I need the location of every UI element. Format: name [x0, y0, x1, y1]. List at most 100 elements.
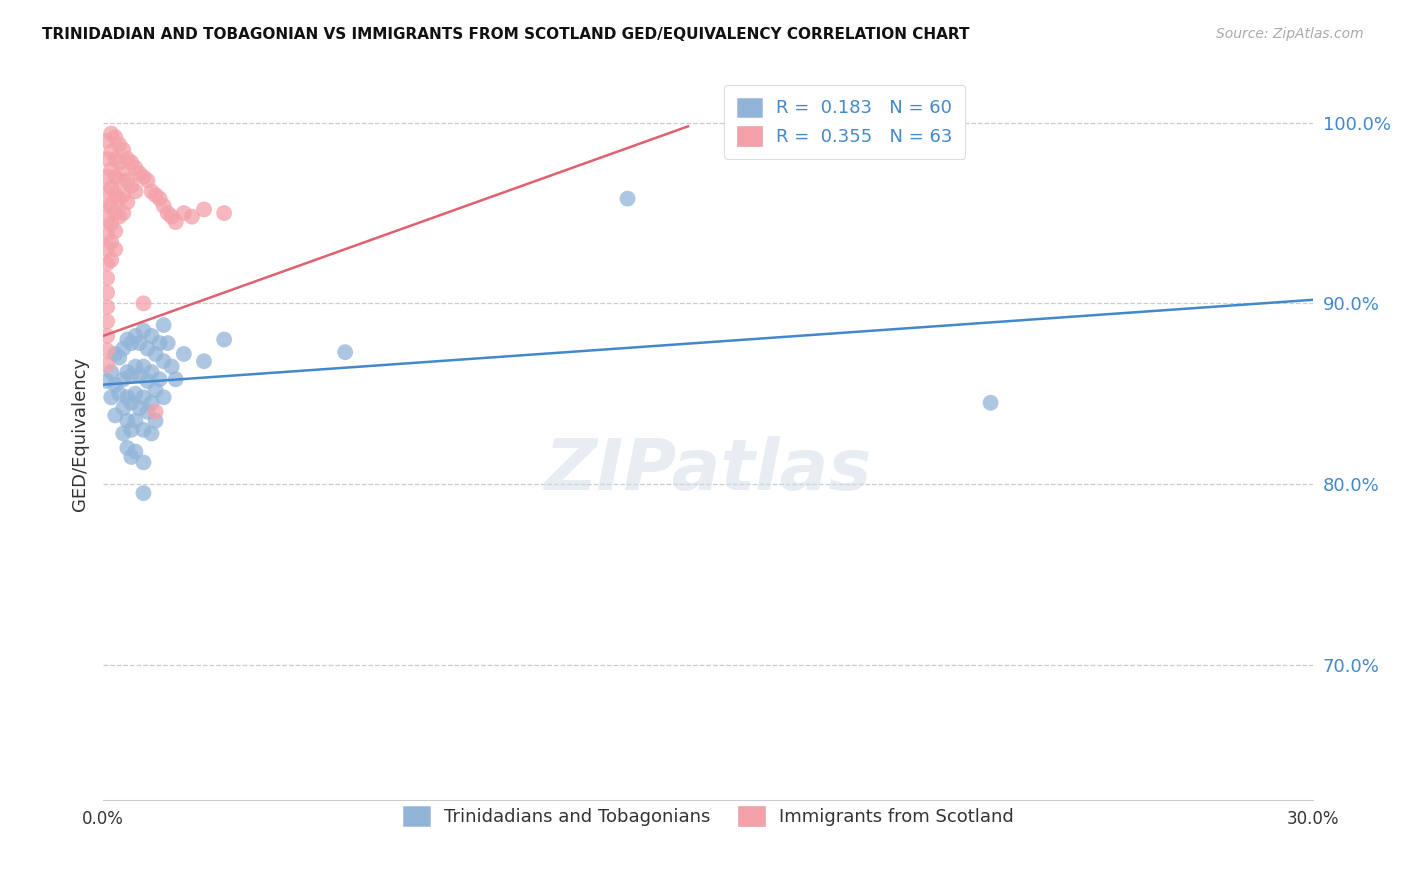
Point: [96, 271, 118, 285]
Point: [100, 145, 122, 159]
Point: [96, 314, 118, 328]
Point: [104, 224, 127, 238]
Point: [193, 354, 215, 368]
Point: [124, 414, 146, 428]
Point: [141, 329, 163, 343]
Point: [100, 365, 122, 379]
Point: [149, 336, 172, 351]
Point: [112, 401, 135, 416]
Point: [104, 206, 127, 220]
Point: [96, 285, 118, 300]
Point: [124, 161, 146, 175]
Point: [117, 390, 139, 404]
Legend: Trinidadians and Tobagonians, Immigrants from Scotland: Trinidadians and Tobagonians, Immigrants…: [394, 797, 1022, 835]
Point: [128, 368, 150, 383]
Point: [333, 345, 356, 359]
Point: [96, 185, 118, 199]
Point: [145, 414, 167, 428]
Point: [145, 188, 167, 202]
Point: [104, 188, 127, 202]
Point: [124, 444, 146, 458]
Point: [112, 426, 135, 441]
Point: [100, 390, 122, 404]
Point: [149, 192, 172, 206]
Point: [117, 365, 139, 379]
Point: [108, 192, 131, 206]
Point: [96, 242, 118, 256]
Point: [112, 372, 135, 386]
Point: [165, 372, 187, 386]
Point: [112, 188, 135, 202]
Point: [160, 359, 183, 374]
Point: [128, 401, 150, 416]
Point: [141, 185, 163, 199]
Point: [193, 202, 215, 217]
Point: [96, 227, 118, 242]
Y-axis label: GED/Equivalency: GED/Equivalency: [72, 358, 89, 511]
Point: [112, 206, 135, 220]
Point: [96, 300, 118, 314]
Point: [132, 169, 155, 184]
Point: [616, 192, 638, 206]
Point: [173, 347, 195, 361]
Text: ZIPatlas: ZIPatlas: [544, 436, 872, 506]
Point: [108, 137, 131, 152]
Point: [128, 336, 150, 351]
Point: [149, 372, 172, 386]
Point: [156, 206, 179, 220]
Point: [124, 386, 146, 401]
Point: [117, 441, 139, 455]
Point: [124, 185, 146, 199]
Point: [120, 368, 142, 383]
Point: [117, 152, 139, 166]
Point: [96, 374, 118, 388]
Point: [100, 199, 122, 213]
Point: [132, 296, 155, 310]
Point: [136, 342, 159, 356]
Point: [160, 210, 183, 224]
Point: [141, 426, 163, 441]
Point: [108, 210, 131, 224]
Point: [132, 323, 155, 337]
Point: [108, 386, 131, 401]
Point: [117, 333, 139, 347]
Point: [104, 377, 127, 392]
Point: [96, 257, 118, 271]
Point: [104, 409, 127, 423]
Point: [212, 333, 235, 347]
Point: [104, 152, 127, 166]
Point: [152, 390, 174, 404]
Point: [100, 217, 122, 231]
Point: [104, 130, 127, 145]
Point: [108, 155, 131, 169]
Point: [100, 180, 122, 194]
Point: [96, 152, 118, 166]
Point: [108, 173, 131, 187]
Text: Source: ZipAtlas.com: Source: ZipAtlas.com: [1216, 27, 1364, 41]
Point: [132, 359, 155, 374]
Point: [152, 354, 174, 368]
Point: [100, 127, 122, 141]
Point: [120, 396, 142, 410]
Point: [108, 351, 131, 365]
Point: [96, 213, 118, 227]
Point: [117, 414, 139, 428]
Point: [128, 166, 150, 180]
Point: [980, 396, 1002, 410]
Point: [96, 358, 118, 372]
Point: [96, 343, 118, 358]
Point: [117, 195, 139, 210]
Point: [100, 162, 122, 177]
Point: [112, 143, 135, 157]
Point: [180, 210, 202, 224]
Point: [156, 336, 179, 351]
Text: TRINIDADIAN AND TOBAGONIAN VS IMMIGRANTS FROM SCOTLAND GED/EQUIVALENCY CORRELATI: TRINIDADIAN AND TOBAGONIAN VS IMMIGRANTS…: [42, 27, 970, 42]
Point: [212, 206, 235, 220]
Point: [152, 199, 174, 213]
Point: [120, 450, 142, 464]
Point: [117, 173, 139, 187]
Point: [104, 347, 127, 361]
Point: [96, 169, 118, 184]
Point: [96, 134, 118, 148]
Point: [120, 178, 142, 193]
